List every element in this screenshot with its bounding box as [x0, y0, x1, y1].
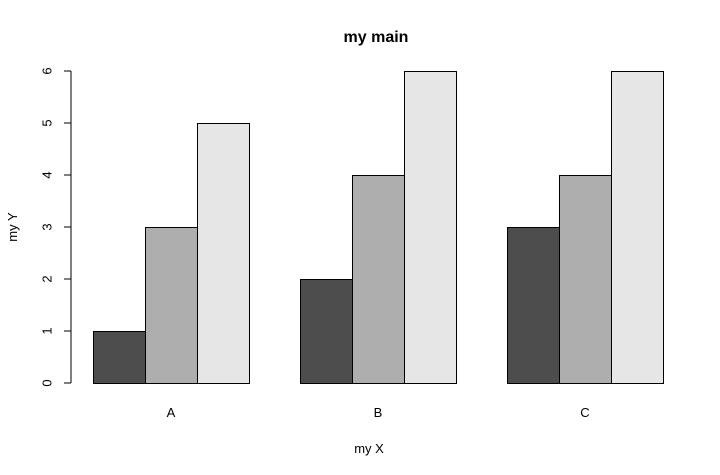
bar-A-2 — [145, 227, 198, 384]
y-tick-label: 2 — [40, 275, 55, 282]
y-tick-label: 3 — [40, 223, 55, 230]
x-tick-label: C — [580, 405, 589, 420]
bar-B-2 — [352, 175, 405, 384]
y-tick-label: 6 — [40, 67, 55, 74]
y-tick-label: 5 — [40, 119, 55, 126]
x-tick-label: B — [374, 405, 383, 420]
y-tick-label: 1 — [40, 327, 55, 334]
x-tick-label: A — [167, 405, 176, 420]
bar-C-1 — [507, 227, 560, 384]
y-axis: 0 1 2 3 4 5 6 — [40, 67, 72, 387]
bar-A-1 — [93, 331, 146, 384]
bar-C-2 — [559, 175, 612, 384]
y-axis-label: my Y — [5, 212, 20, 242]
x-tick-labels: A B C — [167, 405, 590, 420]
chart-title: my main — [344, 29, 409, 46]
bar-B-1 — [300, 279, 353, 384]
bar-A-3 — [197, 123, 250, 384]
bar-C-3 — [611, 71, 664, 384]
x-axis-label: my X — [354, 441, 384, 456]
bars — [93, 71, 664, 384]
bar-B-3 — [404, 71, 457, 384]
y-tick-label: 0 — [40, 379, 55, 386]
y-tick-label: 4 — [40, 171, 55, 178]
